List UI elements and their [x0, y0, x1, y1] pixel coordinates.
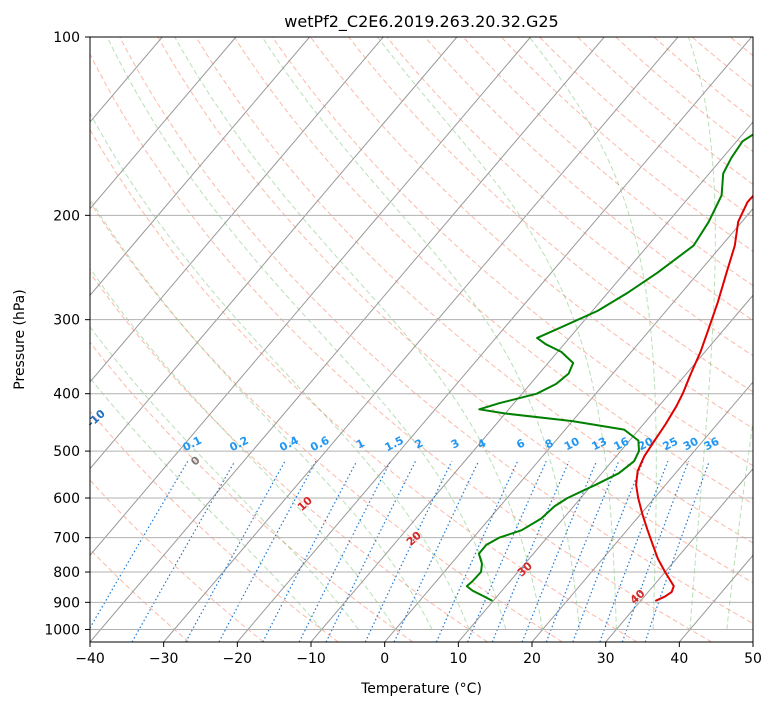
y-tick-label: 600 [53, 491, 80, 507]
mixing-ratio-label: 16 [612, 435, 632, 454]
isotherm [163, 37, 679, 642]
mixing-ratio-label: 36 [702, 435, 722, 454]
mixing-ratio-line [185, 460, 286, 642]
dry-adiabat [90, 128, 638, 642]
isotherm [531, 381, 753, 642]
y-tick-label: 400 [53, 387, 80, 403]
mixing-ratio-line [466, 460, 547, 642]
mixing-ratio-line [491, 460, 570, 642]
dry-adiabat [424, 37, 753, 322]
mixing-ratio-line [218, 460, 317, 642]
y-tick-label: 900 [53, 595, 80, 611]
mixing-ratio-line [644, 460, 710, 642]
mixing-ratio-line [325, 460, 417, 642]
mixing-ratio-line [435, 460, 519, 642]
mixing-ratio-line [521, 460, 598, 642]
y-tick-label: 700 [53, 531, 80, 547]
dry-adiabat [90, 271, 488, 642]
dry-adiabat [119, 37, 753, 624]
isotherm [90, 37, 310, 297]
dry-adiabat [157, 37, 753, 584]
x-tick-label: 40 [670, 651, 688, 667]
mixing-ratio-line [262, 460, 358, 642]
isotherm [605, 467, 753, 642]
mixing-ratio-line [599, 460, 669, 642]
isotherm [310, 121, 753, 642]
moist-adiabat [90, 112, 470, 630]
mixing-ratio-line [621, 460, 690, 642]
moist-adiabat [106, 37, 507, 630]
dry-adiabat [462, 37, 753, 287]
isotherm [90, 37, 237, 210]
dry-adiabat [271, 37, 753, 467]
moist-adiabat [688, 37, 716, 630]
dry-adiabat [233, 37, 753, 505]
y-tick-label: 100 [53, 30, 80, 46]
mixing-ratio-label: 10 [562, 435, 582, 454]
moist-adiabat [377, 37, 617, 630]
isotherm [236, 37, 752, 642]
dry-adiabat [90, 410, 339, 642]
isotherm [90, 37, 605, 642]
x-tick-label: 20 [523, 651, 541, 667]
y-tick-label: 500 [53, 444, 80, 460]
x-axis-label: Temperature (°C) [360, 681, 482, 697]
mixing-ratio-label: 25 [661, 435, 681, 454]
moist-adiabat [726, 418, 753, 630]
mixing-ratio-line [131, 460, 236, 642]
x-tick-label: −40 [75, 651, 105, 667]
moist-adiabat [90, 198, 433, 630]
mixing-ratio-label: 20 [636, 435, 656, 454]
temperature-profile [635, 194, 753, 602]
x-tick-label: −20 [223, 651, 253, 667]
y-tick-label: 300 [53, 313, 80, 329]
y-tick-label: 200 [53, 208, 80, 224]
mixing-ratio-line [298, 460, 392, 642]
x-tick-label: 50 [744, 651, 762, 667]
dry-adiabat [90, 201, 563, 642]
moist-adiabat [90, 377, 323, 630]
chart-title: wetPf2_C2E6.2019.263.20.32.G25 [284, 12, 558, 32]
y-tick-label: 800 [53, 565, 80, 581]
isotherm [384, 207, 753, 642]
mixing-ratio-line [364, 460, 453, 642]
mixing-ratio-label: 13 [589, 435, 609, 454]
mixing-ratio-label: 30 [681, 435, 701, 454]
isotherm [457, 294, 753, 642]
x-tick-label: 30 [597, 651, 615, 667]
mixing-ratio-line [393, 460, 480, 642]
moist-adiabat [90, 267, 396, 630]
y-tick-label: 1000 [44, 622, 80, 638]
x-tick-label: −30 [149, 651, 179, 667]
x-tick-label: 10 [449, 651, 467, 667]
isotherm [90, 37, 384, 383]
mixing-ratio-line [572, 460, 644, 642]
isotherm [90, 37, 531, 557]
plot-frame [89, 36, 754, 643]
y-axis-label: Pressure (hPa) [12, 289, 28, 389]
dewpoint-profile [465, 133, 753, 602]
moist-adiabat [174, 37, 544, 630]
x-tick-label: 0 [380, 651, 389, 667]
x-tick-label: −10 [296, 651, 326, 667]
isotherm [90, 37, 458, 470]
mixing-ratio-line [545, 460, 620, 642]
moist-adiabat [261, 37, 580, 630]
dry-adiabat [310, 37, 753, 430]
moist-adiabat [528, 37, 657, 630]
dry-adiabat [90, 479, 264, 642]
